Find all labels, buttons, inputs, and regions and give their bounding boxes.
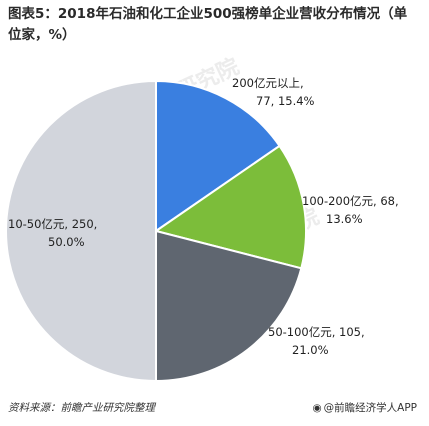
source-note: 资料来源：前瞻产业研究院整理	[8, 402, 155, 414]
pie-slice	[155, 229, 303, 383]
slice-label: 200亿元以上, 77, 15.4%	[232, 76, 315, 108]
pie-slice	[5, 79, 157, 383]
slice-label: 100-200亿元, 68, 13.6%	[302, 194, 399, 226]
slice-label: 50-100亿元, 105, 21.0%	[268, 325, 365, 357]
slice-label: 10-50亿元, 250, 50.0%	[8, 217, 97, 249]
brand-text: @前瞻经济学人APP	[323, 402, 417, 414]
brand-credit: ◉ @前瞻经济学人APP	[312, 400, 417, 415]
pie-slice	[155, 79, 281, 233]
chart-title: 图表5：2018年石油和化工企业500强榜单企业营收分布情况（单位家，%）	[8, 6, 408, 43]
pie-slice	[153, 144, 307, 270]
brand-logo-icon: ◉	[312, 402, 322, 414]
